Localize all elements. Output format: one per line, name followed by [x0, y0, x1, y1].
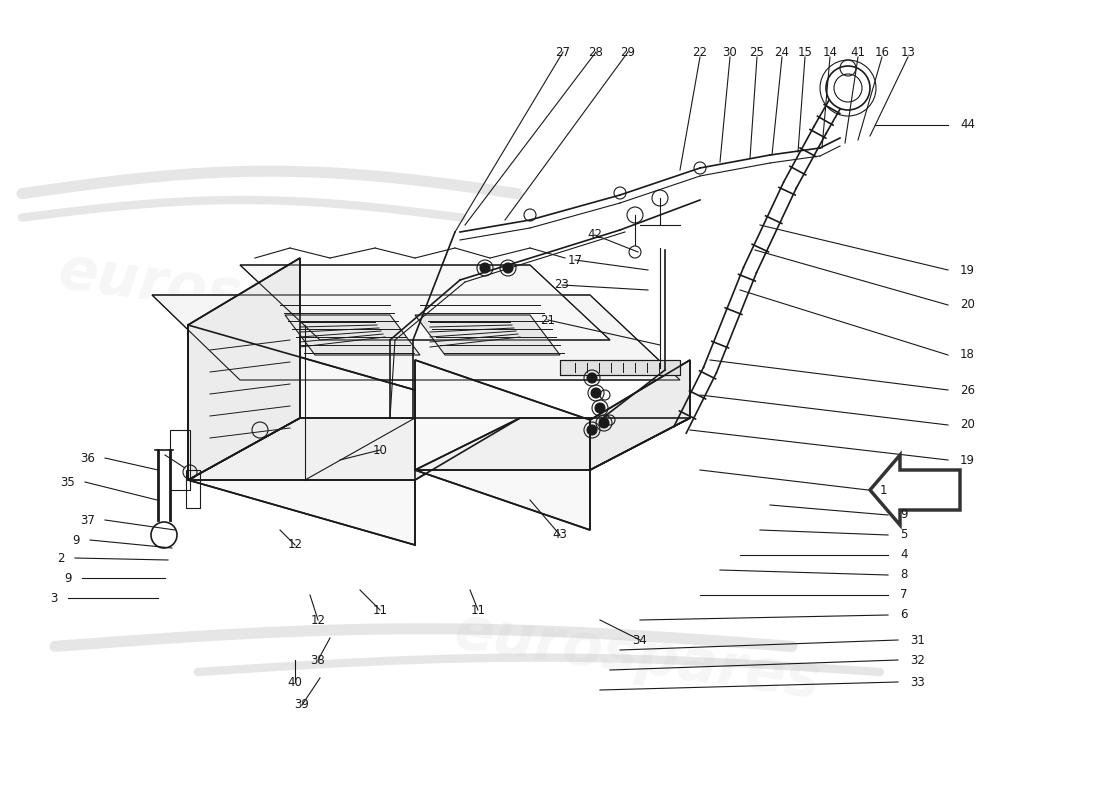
- Text: 12: 12: [310, 614, 326, 626]
- Text: 37: 37: [80, 514, 95, 526]
- Polygon shape: [415, 360, 590, 530]
- Ellipse shape: [600, 418, 609, 428]
- Text: 30: 30: [723, 46, 737, 58]
- Text: 21: 21: [540, 314, 556, 326]
- Text: 4: 4: [900, 549, 908, 562]
- Text: 31: 31: [910, 634, 925, 646]
- Text: 43: 43: [552, 529, 568, 542]
- Polygon shape: [560, 360, 680, 375]
- Ellipse shape: [595, 403, 605, 413]
- Text: 41: 41: [850, 46, 866, 58]
- Text: 26: 26: [960, 383, 975, 397]
- Text: 24: 24: [774, 46, 790, 58]
- Text: 9: 9: [900, 509, 908, 522]
- Text: 20: 20: [960, 298, 975, 311]
- Polygon shape: [240, 265, 611, 340]
- Text: 34: 34: [632, 634, 648, 646]
- Text: 3: 3: [51, 591, 58, 605]
- Text: 6: 6: [900, 609, 908, 622]
- Polygon shape: [590, 360, 690, 470]
- Text: 39: 39: [295, 698, 309, 711]
- Ellipse shape: [480, 263, 490, 273]
- Polygon shape: [188, 325, 415, 545]
- Text: 27: 27: [556, 46, 571, 58]
- Ellipse shape: [587, 425, 597, 435]
- Text: 28: 28: [588, 46, 604, 58]
- Text: 17: 17: [568, 254, 583, 266]
- Polygon shape: [188, 418, 520, 480]
- Text: 22: 22: [693, 46, 707, 58]
- Polygon shape: [415, 418, 690, 470]
- Text: 1: 1: [880, 483, 888, 497]
- Text: 23: 23: [554, 278, 570, 291]
- Text: 14: 14: [823, 46, 837, 58]
- Text: 5: 5: [900, 529, 908, 542]
- Text: 10: 10: [373, 443, 387, 457]
- Text: 9: 9: [65, 571, 72, 585]
- Text: eurospares: eurospares: [55, 242, 429, 350]
- Text: 11: 11: [471, 603, 485, 617]
- Text: 35: 35: [60, 475, 75, 489]
- Text: 7: 7: [900, 589, 908, 602]
- Text: 44: 44: [960, 118, 975, 131]
- Polygon shape: [188, 258, 300, 480]
- Text: 19: 19: [960, 263, 975, 277]
- Polygon shape: [415, 315, 560, 355]
- Text: 20: 20: [960, 418, 975, 431]
- Ellipse shape: [591, 388, 601, 398]
- Text: 18: 18: [960, 349, 975, 362]
- Ellipse shape: [503, 263, 513, 273]
- Text: 40: 40: [287, 675, 303, 689]
- Polygon shape: [152, 295, 680, 380]
- Text: 16: 16: [874, 46, 890, 58]
- Text: 9: 9: [73, 534, 80, 546]
- Text: 13: 13: [901, 46, 915, 58]
- Text: 12: 12: [287, 538, 303, 551]
- Polygon shape: [285, 315, 420, 355]
- Ellipse shape: [826, 66, 870, 110]
- Ellipse shape: [151, 522, 177, 548]
- Ellipse shape: [587, 373, 597, 383]
- Text: 32: 32: [910, 654, 925, 666]
- Text: 29: 29: [620, 46, 636, 58]
- Text: 38: 38: [310, 654, 326, 666]
- Text: 2: 2: [57, 551, 65, 565]
- Text: 15: 15: [798, 46, 813, 58]
- Text: 36: 36: [80, 451, 95, 465]
- Text: 8: 8: [900, 569, 908, 582]
- Text: 42: 42: [587, 229, 603, 242]
- Text: 19: 19: [960, 454, 975, 466]
- Text: eurospares: eurospares: [451, 602, 825, 710]
- Text: 11: 11: [373, 603, 387, 617]
- Text: 33: 33: [910, 675, 925, 689]
- Text: 25: 25: [749, 46, 764, 58]
